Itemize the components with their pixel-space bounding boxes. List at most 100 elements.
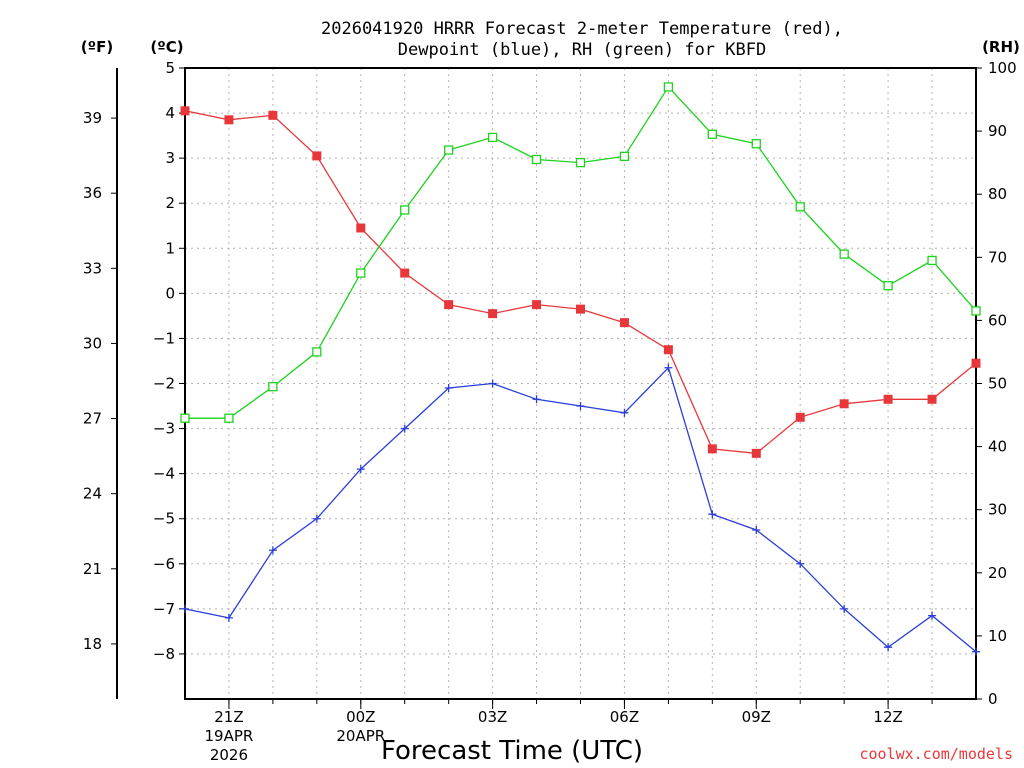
rh-tick-label: 50 bbox=[988, 375, 1007, 393]
rh-tick-label: 70 bbox=[988, 248, 1007, 266]
fahrenheit-tick-label: 36 bbox=[83, 184, 102, 202]
celsius-tick-label: 3 bbox=[165, 149, 175, 167]
rh-tick-label: 60 bbox=[988, 311, 1007, 329]
dewpoint-point bbox=[840, 604, 849, 613]
rh-point bbox=[444, 145, 454, 155]
2-meter-temperature-point bbox=[312, 151, 322, 161]
dewpoint-point bbox=[488, 379, 497, 388]
fahrenheit-tick-label: 21 bbox=[83, 560, 102, 578]
2-meter-temperature-point bbox=[839, 399, 849, 409]
rh-point bbox=[400, 205, 410, 215]
fahrenheit-tick-label: 33 bbox=[83, 259, 102, 277]
dewpoint-point bbox=[972, 647, 980, 656]
rh-point bbox=[795, 202, 805, 212]
rh-point bbox=[180, 413, 190, 423]
tick-labels: 543210−1−2−3−4−5−6−7−8393633302724211801… bbox=[83, 59, 1017, 764]
credit-label: coolwx.com/models bbox=[859, 745, 1013, 763]
dewpoint-point bbox=[312, 514, 321, 523]
rh-point bbox=[619, 151, 630, 161]
rh-point bbox=[883, 281, 893, 291]
dewpoint-point bbox=[796, 559, 805, 568]
dewpoint-point bbox=[224, 613, 233, 622]
x-tick-label: 09Z bbox=[742, 708, 771, 726]
2-meter-temperature-point bbox=[532, 300, 542, 310]
fahrenheit-tick-label: 39 bbox=[83, 109, 102, 127]
celsius-tick-label: −3 bbox=[153, 420, 175, 438]
rh-tick-label: 10 bbox=[988, 627, 1007, 645]
rh-tick-label: 20 bbox=[988, 564, 1007, 582]
2-meter-temperature-point bbox=[268, 110, 278, 120]
rh-point bbox=[751, 139, 761, 149]
rh-point bbox=[839, 249, 849, 259]
rh-unit-label: (RH) bbox=[982, 38, 1020, 56]
celsius-unit-label: (ºC) bbox=[150, 38, 183, 56]
celsius-tick-label: −7 bbox=[153, 600, 175, 618]
celsius-tick-label: 2 bbox=[165, 194, 175, 212]
dewpoint-point bbox=[356, 465, 365, 474]
rh-point bbox=[312, 347, 322, 357]
rh-point bbox=[487, 132, 498, 143]
dewpoint-point bbox=[576, 402, 585, 411]
x-tick-date: 20APR bbox=[336, 727, 385, 745]
dewpoint-point bbox=[752, 525, 761, 534]
rh-tick-label: 80 bbox=[988, 185, 1007, 203]
x-tick-label: 03Z bbox=[478, 708, 507, 726]
celsius-tick-label: −6 bbox=[153, 555, 175, 573]
2-meter-temperature-point bbox=[400, 268, 410, 278]
celsius-tick-label: −5 bbox=[153, 510, 175, 528]
2-meter-temperature-point bbox=[180, 106, 190, 116]
rh-point bbox=[663, 82, 674, 92]
2-meter-temperature-point bbox=[971, 358, 981, 368]
dewpoint-point bbox=[708, 510, 717, 519]
2-meter-temperature-point bbox=[751, 448, 761, 458]
2-meter-temperature-point bbox=[795, 412, 805, 422]
x-tick-label: 00Z bbox=[346, 708, 375, 726]
2-meter-temperature-point bbox=[444, 300, 454, 310]
celsius-tick-label: 0 bbox=[165, 284, 175, 302]
dewpoint-point bbox=[444, 384, 453, 393]
dewpoint-point bbox=[532, 395, 541, 404]
rh-tick-label: 90 bbox=[988, 122, 1007, 140]
rh-point bbox=[971, 306, 981, 316]
rh-tick-label: 30 bbox=[988, 501, 1007, 519]
dewpoint-point bbox=[928, 611, 937, 620]
chart-title-line-1: 2026041920 HRRR Forecast 2-meter Tempera… bbox=[321, 19, 843, 39]
dewpoint-point bbox=[884, 643, 893, 652]
fahrenheit-tick-label: 24 bbox=[83, 485, 102, 503]
celsius-tick-label: −4 bbox=[153, 465, 175, 483]
rh-point bbox=[356, 268, 366, 278]
celsius-tick-label: 4 bbox=[165, 104, 175, 122]
fahrenheit-tick-label: 18 bbox=[83, 635, 102, 653]
celsius-tick-label: −8 bbox=[153, 645, 175, 663]
2-meter-temperature-point bbox=[576, 304, 585, 314]
rh-point bbox=[224, 413, 234, 423]
rh-point bbox=[707, 129, 717, 139]
rh-point bbox=[531, 154, 542, 165]
rh-point bbox=[575, 157, 586, 168]
2-meter-temperature-point bbox=[707, 444, 717, 454]
2-meter-temperature-point bbox=[356, 223, 366, 233]
x-tick-year: 2026 bbox=[210, 746, 248, 764]
x-axis-label: Forecast Time (UTC) bbox=[381, 736, 643, 766]
dewpoint-point bbox=[620, 408, 629, 417]
fahrenheit-tick-label: 30 bbox=[83, 334, 102, 352]
rh-tick-label: 40 bbox=[988, 438, 1007, 456]
x-tick-date: 19APR bbox=[205, 727, 254, 745]
dewpoint-point bbox=[664, 363, 673, 372]
axes bbox=[111, 67, 982, 709]
2-meter-temperature-point bbox=[488, 309, 498, 319]
2-meter-temperature-point bbox=[927, 394, 937, 404]
2-meter-temperature-point bbox=[663, 345, 673, 355]
dewpoint-point bbox=[181, 604, 189, 613]
2-meter-temperature-point bbox=[619, 318, 629, 328]
celsius-tick-label: 5 bbox=[165, 59, 175, 77]
celsius-tick-label: −1 bbox=[153, 329, 175, 347]
rh-point bbox=[927, 255, 937, 266]
fahrenheit-tick-label: 27 bbox=[83, 410, 102, 428]
x-tick-label: 21Z bbox=[214, 708, 243, 726]
series-layer bbox=[180, 82, 981, 656]
x-tick-label: 06Z bbox=[610, 708, 639, 726]
chart-title-line-2: Dewpoint (blue), RH (green) for KBFD bbox=[398, 40, 766, 60]
dewpoint-point bbox=[400, 424, 409, 433]
